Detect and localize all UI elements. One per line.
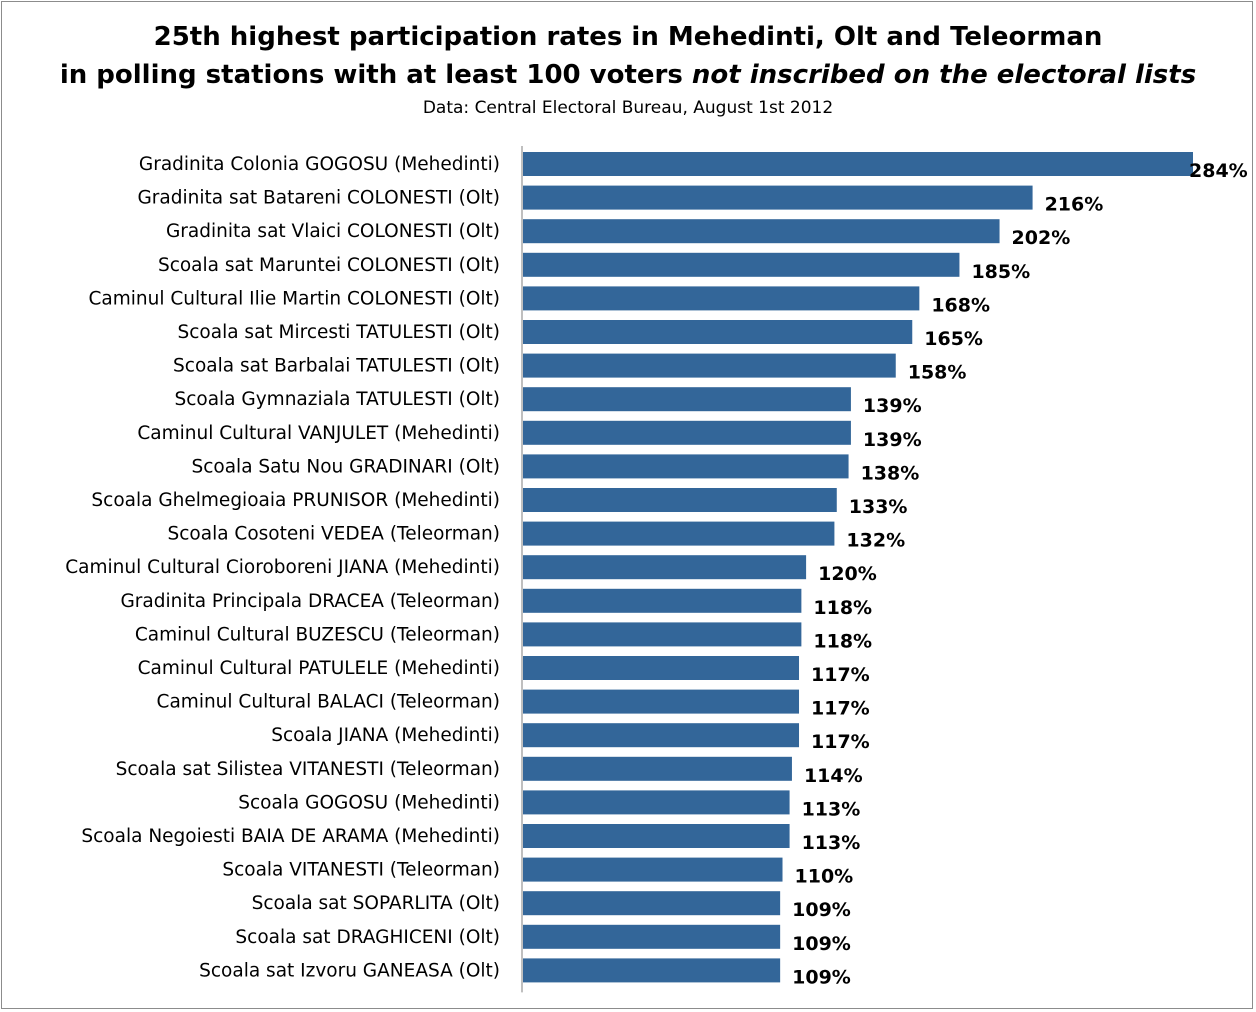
bar [523,286,920,311]
category-label: Scoala JIANA (Mehedinti) [271,725,500,746]
bar [523,622,802,647]
data-label: 109% [792,933,851,955]
category-label: Caminul Cultural PATULELE (Mehedinti) [138,658,500,679]
category-label: Scoala GOGOSU (Mehedinti) [238,792,500,813]
data-label: 168% [931,294,990,316]
bar [523,353,896,378]
bar [523,891,781,916]
data-label: 113% [802,798,861,820]
data-label: 284% [1189,160,1248,182]
category-label: Scoala sat Silistea VITANESTI (Teleorman… [116,759,500,780]
data-label: 216% [1045,194,1104,216]
bar [523,387,851,412]
bar [523,824,790,848]
data-label: 118% [813,597,872,619]
category-label: Caminul Cultural BALACI (Teleorman) [157,692,500,713]
category-label: Scoala sat DRAGHICENI (Olt) [235,927,500,948]
bar [523,958,781,983]
data-label: 117% [811,731,870,753]
bar [523,555,807,580]
data-label: 139% [863,429,922,451]
chart-title-line2: in polling stations with at least 100 vo… [0,60,1256,90]
data-label: 202% [1012,227,1071,249]
category-label: Caminul Cultural Cioroboreni JIANA (Mehe… [65,557,500,578]
data-label: 139% [863,395,922,417]
category-label: Scoala sat Izvoru GANEASA (Olt) [199,960,500,981]
category-label: Gradinita Colonia GOGOSU (Mehedinti) [139,154,500,175]
category-label: Scoala sat Mircesti TATULESTI (Olt) [178,322,501,343]
chart-title-line1: 25th highest participation rates in Mehe… [153,22,1103,52]
category-label: Scoala Gymnaziala TATULESTI (Olt) [174,389,500,410]
chart-title-line2-italic: not inscribed on the electoral lists [691,60,1197,90]
category-label: Gradinita Principala DRACEA (Teleorman) [120,591,500,612]
category-label: Gradinita sat Batareni COLONESTI (Olt) [137,188,500,209]
bar [523,924,781,949]
bar [523,790,790,815]
category-label: Gradinita sat Vlaici COLONESTI (Olt) [166,221,500,242]
chart-title-line2-normal: in polling stations with at least 100 vo… [59,60,692,90]
category-label: Scoala VITANESTI (Teleorman) [222,860,500,881]
data-label: 109% [792,966,851,988]
category-label: Scoala sat Barbalai TATULESTI (Olt) [173,356,500,377]
category-label: Caminul Cultural Ilie Martin COLONESTI (… [89,288,501,309]
bar [523,488,837,512]
data-label: 114% [804,765,863,787]
bar [523,219,1000,244]
bar [523,723,800,748]
data-label: 117% [811,698,870,720]
data-label: 110% [795,866,854,888]
bar [523,656,800,680]
bar [523,588,802,613]
data-label: 109% [792,899,851,921]
bar [523,420,851,445]
data-label: 113% [802,832,861,854]
data-label: 138% [861,462,920,484]
category-label: Scoala Satu Nou GRADINARI (Olt) [191,456,500,477]
category-label: Scoala Cosoteni VEDEA (Teleorman) [168,524,501,545]
category-label: Scoala sat SOPARLITA (Olt) [252,893,500,914]
bar [523,152,1193,176]
bar [523,252,960,277]
chart-subtitle: Data: Central Electoral Bureau, August 1… [422,98,834,118]
bar [523,185,1033,210]
bar [523,320,913,344]
category-label: Scoala Ghelmegioaia PRUNISOR (Mehedinti) [91,490,500,511]
category-label: Scoala Negoiesti BAIA DE ARAMA (Mehedint… [81,826,500,847]
bar [523,756,792,781]
bar [523,521,835,546]
bar [523,857,783,882]
data-label: 185% [971,261,1030,283]
bar [523,454,849,479]
data-label: 132% [846,530,905,552]
data-label: 120% [818,563,877,585]
data-label: 133% [849,496,908,518]
category-label: Scoala sat Maruntei COLONESTI (Olt) [158,255,500,276]
bar [523,689,800,714]
data-label: 165% [924,328,983,350]
data-label: 158% [908,362,967,384]
data-label: 118% [813,630,872,652]
category-label: Caminul Cultural BUZESCU (Teleorman) [135,624,500,645]
data-label: 117% [811,664,870,686]
category-label: Caminul Cultural VANJULET (Mehedinti) [137,423,500,444]
